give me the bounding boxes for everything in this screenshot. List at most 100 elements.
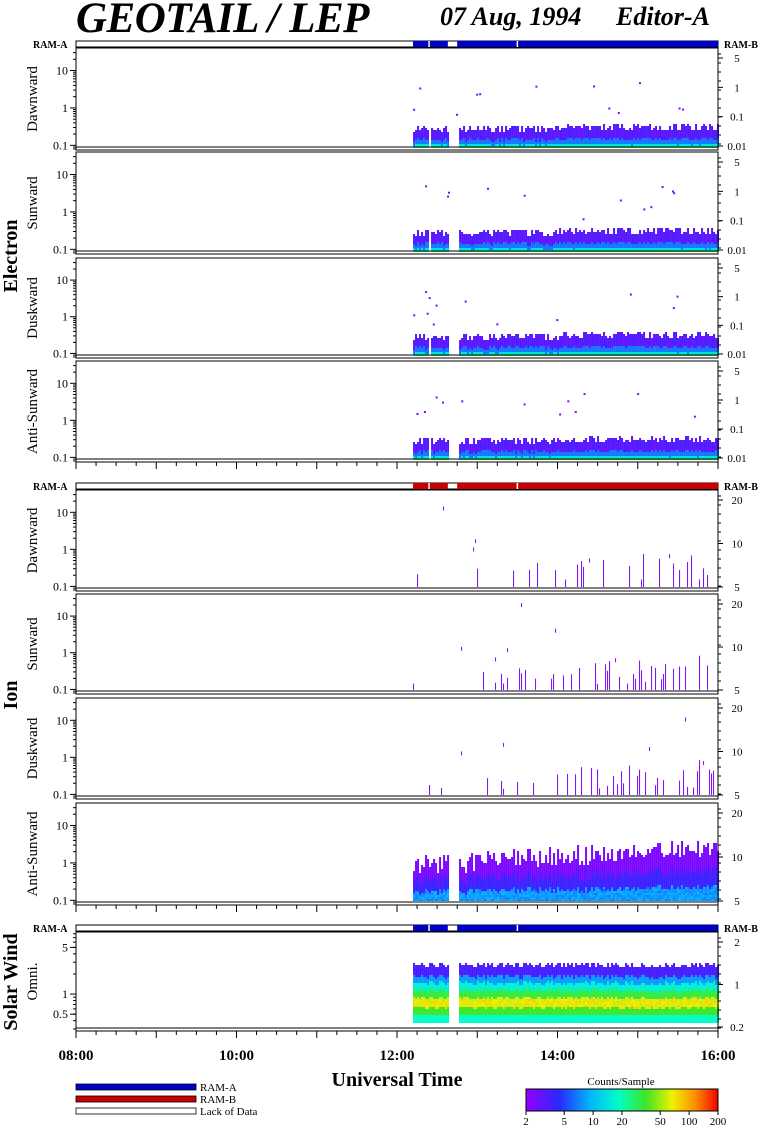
- heatmap-cell: [473, 452, 476, 454]
- heatmap-cell: [521, 344, 524, 346]
- heatmap-cell: [713, 144, 716, 146]
- heatmap-cell: [489, 132, 492, 134]
- heatmap-cell: [445, 242, 448, 244]
- heatmap-cell: [497, 144, 500, 146]
- heatmap-cell: [637, 140, 640, 142]
- heatmap-cell: [603, 134, 606, 136]
- heatmap-cell: [643, 336, 646, 338]
- heatmap-cell: [443, 456, 446, 458]
- heatmap-cell: [679, 340, 682, 342]
- heatmap-cell: [591, 134, 594, 136]
- heatmap-cell: [557, 238, 560, 240]
- heatmap-cell: [579, 244, 582, 246]
- heatmap-cell: [557, 236, 560, 238]
- heatmap-cell: [469, 236, 472, 238]
- heatmap-cell: [647, 348, 650, 350]
- heatmap-cell: [565, 128, 568, 130]
- heatmap-cell: [591, 228, 594, 230]
- heatmap-cell: [499, 346, 502, 348]
- heatmap-cell: [697, 248, 700, 250]
- heatmap-cell: [491, 350, 494, 352]
- heatmap-cell: [657, 142, 660, 144]
- heatmap-cell: [459, 140, 462, 142]
- heatmap-cell: [463, 352, 466, 354]
- heatmap-cell: [591, 246, 594, 248]
- heatmap-cell: [611, 140, 614, 142]
- heatmap-cell: [545, 350, 548, 352]
- heatmap-cell: [415, 350, 418, 352]
- heatmap-cell: [535, 234, 538, 236]
- heatmap-cell: [535, 346, 538, 348]
- heatmap-cell: [439, 448, 442, 450]
- heatmap-cell: [623, 346, 626, 348]
- heatmap-cell: [437, 352, 440, 354]
- heatmap-cell: [603, 138, 606, 140]
- heatmap-cell: [529, 348, 532, 350]
- heatmap-cell: [695, 130, 698, 132]
- heatmap-cell: [515, 342, 518, 344]
- heatmap-cell: [587, 348, 590, 350]
- heatmap-cell: [715, 130, 718, 132]
- heatmap-cell: [589, 234, 592, 236]
- heatmap-cell: [503, 236, 506, 238]
- heatmap-cell: [677, 232, 680, 234]
- heatmap-cell: [557, 128, 560, 130]
- heatmap-cell: [497, 234, 500, 236]
- heatmap-cell: [495, 134, 498, 136]
- heatmap-cell: [463, 144, 466, 146]
- heatmap-cell: [601, 248, 604, 250]
- heatmap-cell: [645, 350, 648, 352]
- heatmap-cell: [625, 248, 628, 250]
- heatmap-cell: [425, 185, 428, 188]
- heatmap-cell: [625, 136, 628, 138]
- heatmap-cell: [521, 128, 524, 130]
- heatmap-cell: [643, 140, 646, 142]
- heatmap-cell: [657, 228, 660, 230]
- heatmap-cell: [471, 446, 474, 448]
- heatmap-cell: [567, 344, 570, 346]
- heatmap-cell: [653, 238, 656, 240]
- heatmap-cell: [587, 234, 590, 236]
- heatmap-cell: [709, 128, 712, 130]
- heatmap-cell: [517, 236, 520, 238]
- heatmap-cell: [439, 342, 442, 344]
- heatmap-cell: [529, 248, 532, 250]
- heatmap-cell: [507, 338, 510, 340]
- heatmap-cell: [709, 342, 712, 344]
- heatmap-cell: [535, 236, 538, 238]
- heatmap-cell: [563, 138, 566, 140]
- heatmap-cell: [521, 140, 524, 142]
- heatmap-cell: [535, 334, 538, 336]
- heatmap-cell: [581, 340, 584, 342]
- heatmap-cell: [639, 348, 642, 350]
- heatmap-cell: [479, 246, 482, 248]
- heatmap-cell: [703, 140, 706, 142]
- heatmap-cell: [467, 342, 470, 344]
- heatmap-cell: [537, 138, 540, 140]
- heatmap-cell: [425, 352, 428, 354]
- heatmap-cell: [597, 336, 600, 338]
- heatmap-cell: [605, 344, 608, 346]
- heatmap-cell: [591, 128, 594, 130]
- heatmap-cell: [641, 244, 644, 246]
- heatmap-cell: [655, 238, 658, 240]
- heatmap-cell: [507, 246, 510, 248]
- heatmap-cell: [705, 136, 708, 138]
- heatmap-cell: [415, 242, 418, 244]
- heatmap-cell: [507, 336, 510, 338]
- heatmap-cell: [445, 348, 448, 350]
- heatmap-cell: [487, 438, 490, 440]
- heatmap-cell: [503, 336, 506, 338]
- heatmap-cell: [425, 350, 428, 352]
- heatmap-cell: [615, 244, 618, 246]
- heatmap-cell: [477, 140, 480, 142]
- heatmap-cell: [699, 340, 702, 342]
- heatmap-cell: [627, 228, 630, 230]
- heatmap-cell: [677, 248, 680, 250]
- heatmap-cell: [651, 136, 654, 138]
- heatmap-cell: [553, 346, 556, 348]
- heatmap-cell: [673, 132, 676, 134]
- heatmap-cell: [421, 128, 424, 130]
- heatmap-cell: [599, 350, 602, 352]
- heatmap-cell: [633, 238, 636, 240]
